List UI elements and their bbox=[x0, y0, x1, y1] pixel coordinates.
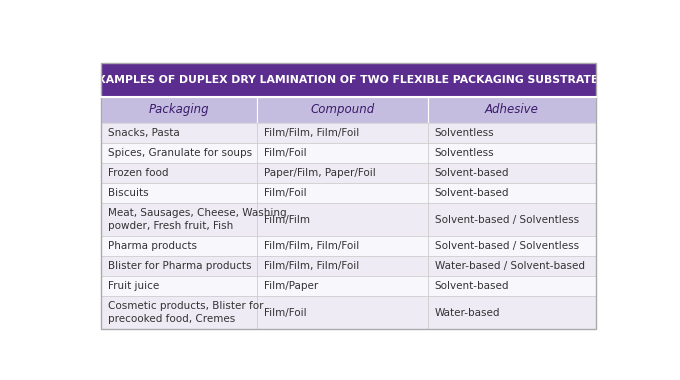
Text: Cosmetic products, Blister for
precooked food, Cremes: Cosmetic products, Blister for precooked… bbox=[107, 301, 263, 325]
Text: Film/Paper: Film/Paper bbox=[264, 281, 318, 291]
Bar bbox=[257, 276, 428, 296]
Bar bbox=[101, 97, 257, 123]
Text: Film/Film: Film/Film bbox=[264, 215, 309, 225]
Text: Water-based / Solvent-based: Water-based / Solvent-based bbox=[435, 261, 585, 271]
Text: Solventless: Solventless bbox=[435, 148, 494, 158]
Bar bbox=[257, 163, 428, 183]
Bar bbox=[257, 296, 428, 329]
Bar bbox=[257, 123, 428, 142]
Text: Film/Film, Film/Foil: Film/Film, Film/Foil bbox=[264, 261, 359, 271]
Bar bbox=[428, 97, 596, 123]
Text: Film/Film, Film/Foil: Film/Film, Film/Foil bbox=[264, 241, 359, 251]
Text: Packaging: Packaging bbox=[148, 103, 209, 116]
Text: Meat, Sausages, Cheese, Washing
powder, Fresh fruit, Fish: Meat, Sausages, Cheese, Washing powder, … bbox=[107, 208, 286, 231]
Bar bbox=[428, 236, 596, 256]
Bar bbox=[257, 203, 428, 236]
Text: Paper/Film, Paper/Foil: Paper/Film, Paper/Foil bbox=[264, 168, 375, 178]
Text: Solvent-based / Solventless: Solvent-based / Solventless bbox=[435, 241, 579, 251]
Text: Fruit juice: Fruit juice bbox=[107, 281, 159, 291]
Text: Solventless: Solventless bbox=[435, 128, 494, 138]
Bar bbox=[101, 163, 257, 183]
Bar bbox=[428, 256, 596, 276]
Bar bbox=[101, 203, 257, 236]
Text: Solvent-based: Solvent-based bbox=[435, 281, 509, 291]
Text: Snacks, Pasta: Snacks, Pasta bbox=[107, 128, 180, 138]
Bar bbox=[428, 123, 596, 142]
Bar bbox=[101, 183, 257, 203]
Bar bbox=[101, 276, 257, 296]
Bar bbox=[428, 163, 596, 183]
Bar bbox=[428, 142, 596, 163]
Bar bbox=[101, 296, 257, 329]
Bar bbox=[428, 183, 596, 203]
Text: Solvent-based: Solvent-based bbox=[435, 188, 509, 198]
Text: Solvent-based: Solvent-based bbox=[435, 168, 509, 178]
Bar bbox=[257, 183, 428, 203]
Bar bbox=[257, 142, 428, 163]
Bar bbox=[101, 236, 257, 256]
Bar bbox=[428, 296, 596, 329]
Text: Frozen food: Frozen food bbox=[107, 168, 168, 178]
Bar bbox=[101, 142, 257, 163]
Text: Pharma products: Pharma products bbox=[107, 241, 197, 251]
Text: Biscuits: Biscuits bbox=[107, 188, 148, 198]
Bar bbox=[101, 63, 596, 97]
Text: Water-based: Water-based bbox=[435, 308, 500, 318]
Bar bbox=[428, 276, 596, 296]
Bar bbox=[428, 203, 596, 236]
Text: EXAMPLES OF DUPLEX DRY LAMINATION OF TWO FLEXIBLE PACKAGING SUBSTRATES: EXAMPLES OF DUPLEX DRY LAMINATION OF TWO… bbox=[90, 75, 607, 85]
Text: Film/Foil: Film/Foil bbox=[264, 188, 306, 198]
Text: Film/Foil: Film/Foil bbox=[264, 308, 306, 318]
Bar bbox=[257, 97, 428, 123]
Text: Spices, Granulate for soups: Spices, Granulate for soups bbox=[107, 148, 252, 158]
Text: Compound: Compound bbox=[310, 103, 375, 116]
Bar bbox=[101, 256, 257, 276]
Text: Blister for Pharma products: Blister for Pharma products bbox=[107, 261, 251, 271]
Text: Film/Foil: Film/Foil bbox=[264, 148, 306, 158]
Text: Film/Film, Film/Foil: Film/Film, Film/Foil bbox=[264, 128, 359, 138]
Bar bbox=[257, 236, 428, 256]
Text: Solvent-based / Solventless: Solvent-based / Solventless bbox=[435, 215, 579, 225]
Bar bbox=[101, 123, 257, 142]
Text: Adhesive: Adhesive bbox=[485, 103, 539, 116]
Bar bbox=[257, 256, 428, 276]
